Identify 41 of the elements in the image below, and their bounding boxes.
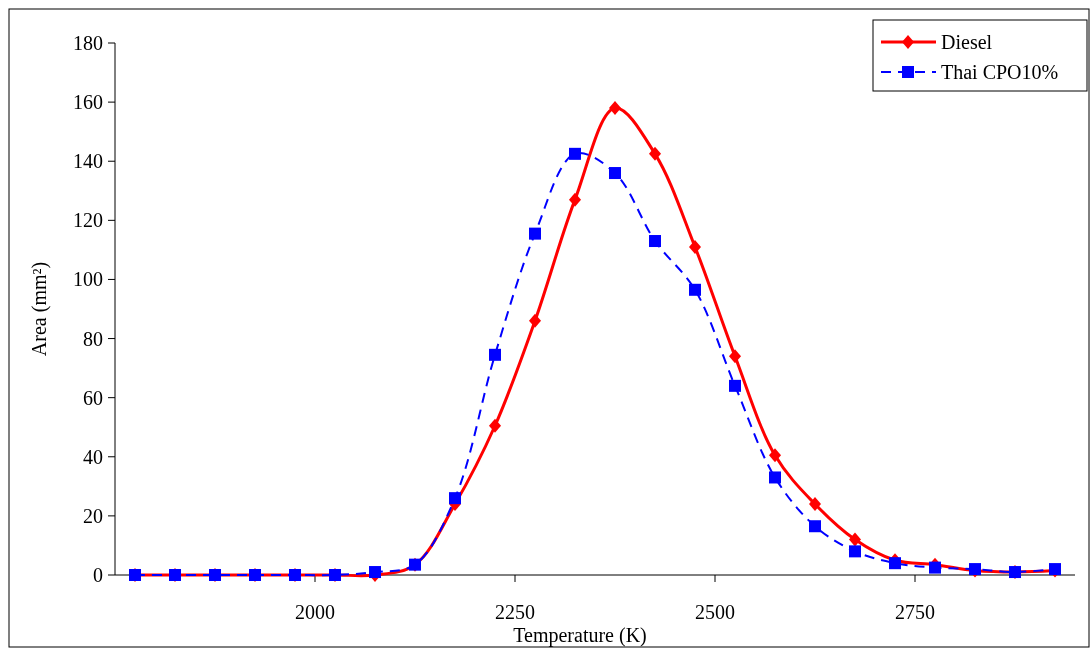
point <box>649 235 661 248</box>
point <box>529 313 541 328</box>
point <box>929 561 941 574</box>
x-tick-label: 2250 <box>495 601 535 623</box>
point <box>609 101 621 116</box>
point <box>849 532 861 547</box>
x-tick-label: 2000 <box>295 601 335 623</box>
x-tick-label: 2750 <box>895 601 935 623</box>
point <box>569 147 581 160</box>
y-tick-label: 60 <box>83 386 103 409</box>
point <box>449 492 461 505</box>
y-tick-label: 80 <box>83 327 103 350</box>
x-tick-label: 2500 <box>695 601 735 623</box>
point <box>769 471 781 484</box>
y-tick-label: 40 <box>83 445 103 468</box>
point <box>729 379 741 392</box>
point <box>609 167 621 180</box>
point <box>649 146 661 161</box>
y-axis-title: Area (mm²) <box>28 261 51 357</box>
point <box>809 497 821 512</box>
point <box>769 448 781 463</box>
point <box>489 348 501 361</box>
legend-label: Thai CPO10% <box>941 61 1059 83</box>
point <box>489 418 501 433</box>
y-tick-label: 100 <box>73 268 103 291</box>
x-axis-title: Temperature (K) <box>513 624 647 647</box>
y-tick-label: 140 <box>73 150 103 173</box>
point <box>849 545 861 558</box>
y-tick-label: 180 <box>73 32 103 54</box>
point <box>689 239 701 254</box>
point <box>569 192 581 207</box>
y-tick-label: 120 <box>73 209 103 232</box>
point <box>689 283 701 296</box>
point <box>529 227 541 240</box>
point <box>729 349 741 364</box>
y-tick-label: 0 <box>93 564 103 586</box>
y-tick-label: 160 <box>73 91 103 114</box>
y-tick-label: 20 <box>83 504 103 527</box>
point <box>889 557 901 570</box>
point <box>809 520 821 533</box>
legend-label: Diesel <box>941 31 993 53</box>
